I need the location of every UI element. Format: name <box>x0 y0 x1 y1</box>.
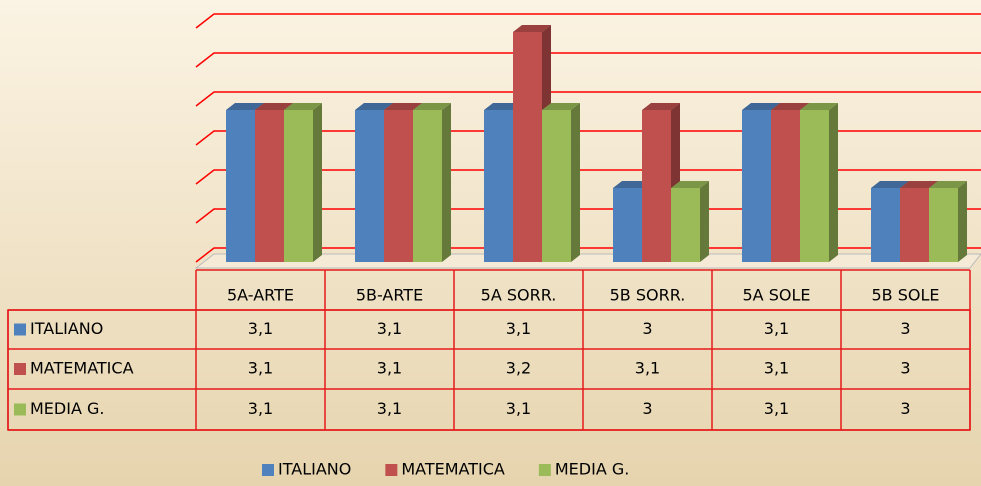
grid-line <box>195 130 981 146</box>
bar-side <box>313 103 322 262</box>
bar <box>800 110 829 262</box>
value-label: 3,1 <box>377 399 402 418</box>
row-label: MEDIA G. <box>30 399 104 418</box>
legend-label: MATEMATICA <box>401 460 505 479</box>
bar <box>642 110 671 262</box>
bar-side <box>700 181 709 262</box>
bar <box>542 110 571 262</box>
bar <box>226 110 255 262</box>
value-label: 3,1 <box>635 359 660 378</box>
bar <box>284 110 313 262</box>
legend-swatch <box>538 464 551 476</box>
bar-top <box>642 103 680 110</box>
value-label: 3 <box>642 399 652 418</box>
bar-top <box>671 181 709 188</box>
category-label: 5A SOLE <box>743 286 811 305</box>
value-label: 3 <box>900 399 910 418</box>
legend-swatch <box>14 403 26 416</box>
bar-top <box>255 103 293 110</box>
bar-top <box>413 103 451 110</box>
legend-swatch <box>262 464 274 476</box>
value-label: 3 <box>900 359 910 378</box>
category-label: 5A-ARTE <box>227 286 294 305</box>
bar <box>929 188 958 262</box>
value-label: 3,1 <box>506 319 531 338</box>
bar <box>484 110 513 262</box>
bar-top <box>484 103 522 110</box>
bar-top <box>613 181 651 188</box>
grid-line <box>195 13 981 29</box>
value-label: 3,1 <box>377 319 402 338</box>
bar <box>613 188 642 262</box>
category-label: 5B SOLE <box>871 286 939 305</box>
bar-top <box>384 103 422 110</box>
bar-top <box>355 103 393 110</box>
category-label: 5A SORR. <box>481 286 557 305</box>
legend-swatch <box>14 323 26 336</box>
grid-line <box>195 169 981 185</box>
legend-swatch <box>385 464 398 476</box>
bar <box>771 110 800 262</box>
bar-top <box>513 25 551 32</box>
category-label: 5B-ARTE <box>356 286 423 305</box>
row-label: MATEMATICA <box>30 359 134 378</box>
value-label: 3 <box>642 319 652 338</box>
value-label: 3,1 <box>506 399 531 418</box>
bar <box>255 110 284 262</box>
bar-side <box>958 181 967 262</box>
legend-swatch <box>14 363 26 375</box>
bar-top <box>929 181 967 188</box>
category-label: 5B SORR. <box>610 286 686 305</box>
bar-side <box>442 103 451 262</box>
value-label: 3,1 <box>248 359 273 378</box>
legend-label: MEDIA G. <box>555 460 629 479</box>
value-label: 3,1 <box>248 399 273 418</box>
bar-side <box>829 103 838 262</box>
bar-top <box>284 103 322 110</box>
bar-top <box>542 103 580 110</box>
row-label: ITALIANO <box>30 319 103 338</box>
bar-top <box>742 103 780 110</box>
value-label: 3 <box>900 319 910 338</box>
value-label: 3,1 <box>764 399 789 418</box>
bar <box>742 110 771 262</box>
value-label: 3,1 <box>764 319 789 338</box>
bar-top <box>871 181 909 188</box>
bar <box>871 188 900 262</box>
bar <box>671 188 700 262</box>
bar-top <box>800 103 838 110</box>
value-label: 3,1 <box>248 319 273 338</box>
bar <box>900 188 929 262</box>
value-label: 3,1 <box>764 359 789 378</box>
bar-top <box>226 103 264 110</box>
bar-side <box>571 103 580 262</box>
bar <box>384 110 413 262</box>
grid-line <box>195 247 981 263</box>
legend-label: ITALIANO <box>278 460 351 479</box>
bar-top <box>771 103 809 110</box>
grid-line <box>195 52 981 68</box>
value-label: 3,1 <box>377 359 402 378</box>
bar <box>355 110 384 262</box>
bar-top <box>900 181 938 188</box>
bar <box>513 32 542 262</box>
grid-line <box>195 91 981 107</box>
value-label: 3,2 <box>506 359 531 378</box>
bar <box>413 110 442 262</box>
grid-line <box>195 208 981 224</box>
